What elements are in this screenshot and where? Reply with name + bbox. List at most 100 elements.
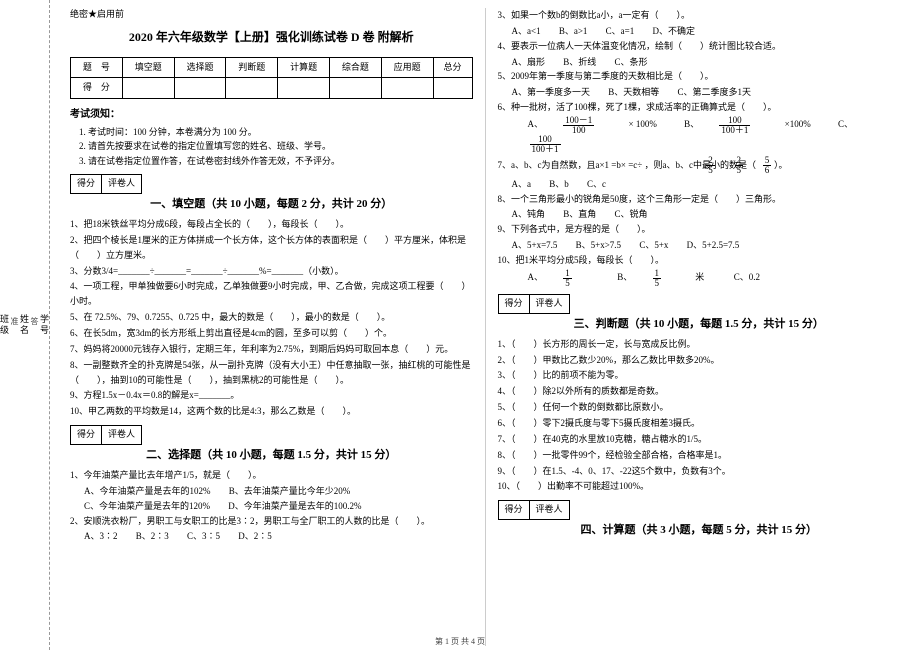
question: 1、把18米铁丝平均分成6段，每段占全长的（ ），每段长（ ）。 — [70, 217, 473, 232]
content-area: 绝密★启用前 2020 年六年级数学【上册】强化训练试卷 D 卷 附解析 题 号… — [50, 0, 920, 650]
opt-b-label: B、 — [684, 119, 699, 129]
td — [329, 78, 381, 99]
fraction: 100100＋1 — [719, 116, 766, 135]
opt: C、a=1 — [606, 26, 635, 36]
bind-mark: 答 — [29, 317, 40, 333]
grader-label: 评卷人 — [529, 500, 570, 520]
question: 10、甲乙两数的平均数是14，这两个数的比是4:3，那么乙数是（ ）。 — [70, 404, 473, 419]
grader-label: 评卷人 — [529, 294, 570, 314]
section-4-heading: 四、计算题（共 3 小题，每题 5 分，共计 15 分） — [498, 522, 901, 539]
opt: C、锐角 — [615, 209, 648, 219]
notice-list: 考试时间：100 分钟，本卷满分为 100 分。 请首先按要求在试卷的指定位置填… — [88, 125, 473, 168]
question: 2、安顺洗衣粉厂，男职工与女职工的比是3∶2，男职工与全厂职工的人数的比是（ ）… — [70, 514, 473, 529]
td — [278, 78, 330, 99]
opt: C、条形 — [615, 57, 648, 67]
td: 得 分 — [71, 78, 123, 99]
bind-label-name: 姓名 — [20, 314, 29, 336]
section-3-heading: 三、判断题（共 10 小题，每题 1.5 分，共计 15 分） — [498, 316, 901, 333]
opt-a-label: A、 — [528, 119, 544, 129]
notice-item: 考试时间：100 分钟，本卷满分为 100 分。 — [88, 125, 473, 139]
opt: B、b — [549, 179, 569, 189]
question: 6、种一批树，活了100棵，死了1棵，求成活率的正确算式是（ ）。 — [498, 100, 901, 115]
question: 8、一个三角形最小的锐角是50度，这个三角形一定是（ ）三角形。 — [498, 192, 901, 207]
opt-b-label: B、 — [617, 272, 632, 282]
options: A、a<1 B、a>1 C、a=1 D、不确定 — [498, 24, 901, 39]
question: 7、（ ）在40克的水里放10克糖，糖占糖水的1/5。 — [498, 432, 901, 447]
question: 3、如果一个数b的倒数比a小，a一定有（ ）。 — [498, 8, 901, 23]
times-100: × 100% — [629, 119, 657, 129]
table-row: 题 号 填空题 选择题 判断题 计算题 综合题 应用题 总分 — [71, 57, 473, 78]
question: 4、要表示一位病人一天体温变化情况，绘制（ ）统计图比较合适。 — [498, 39, 901, 54]
grader-label: 评卷人 — [101, 425, 142, 445]
bind-mark: 准 — [9, 317, 20, 333]
score-mini-box: 得分 评卷人 — [70, 425, 473, 445]
unit-meter: 米 — [695, 272, 704, 282]
opt: A、钝角 — [512, 209, 546, 219]
score-mini-box: 得分 评卷人 — [498, 294, 901, 314]
table-row: 得 分 — [71, 78, 473, 99]
opt-c-label: C、 — [838, 119, 853, 129]
opt-a-label: A、 — [528, 272, 544, 282]
question: 2、（ ）甲数比乙数少20%，那么乙数比甲数多20%。 — [498, 353, 901, 368]
opt: C、5+x — [639, 240, 668, 250]
opt: B、5+x>7.5 — [576, 240, 621, 250]
question: 5、2009年第一季度与第二季度的天数相比是（ ）。 — [498, 69, 901, 84]
section-1-heading: 一、填空题（共 10 小题，每题 2 分，共计 20 分） — [70, 196, 473, 213]
options: A、3∶2 B、2∶3 C、3∶5 D、2∶5 — [70, 529, 473, 544]
times-100: ×100% — [785, 119, 811, 129]
opt: A、a<1 — [512, 26, 541, 36]
page-footer: 第 1 页 共 4 页 — [0, 636, 920, 647]
score-table: 题 号 填空题 选择题 判断题 计算题 综合题 应用题 总分 得 分 — [70, 57, 473, 100]
opt: A、第一季度多一天 — [512, 87, 591, 97]
fraction: 100100＋1 — [530, 135, 577, 154]
score-label: 得分 — [498, 294, 529, 314]
td — [433, 78, 472, 99]
options-formula: A、 100－1100 × 100% B、 100100＋1 ×100% C、 … — [498, 116, 901, 154]
opt: A、a — [512, 179, 532, 189]
th: 综合题 — [329, 57, 381, 78]
question: 4、（ ）除2以外所有的质数都是奇数。 — [498, 384, 901, 399]
score-mini-box: 得分 评卷人 — [70, 174, 473, 194]
question: 8、（ ）一批零件99个，经检验全部合格，合格率是1。 — [498, 448, 901, 463]
fraction: 56 — [763, 156, 772, 175]
opt: C、第二季度多1天 — [678, 87, 752, 97]
score-label: 得分 — [70, 174, 101, 194]
th: 填空题 — [122, 57, 174, 78]
opt: B、折线 — [563, 57, 596, 67]
question: 10、（ ）出勤率不可能超过100%。 — [498, 479, 901, 494]
td — [226, 78, 278, 99]
section-2-heading: 二、选择题（共 10 小题，每题 1.5 分，共计 15 分） — [70, 447, 473, 464]
bind-label-id: 学号 — [40, 314, 49, 336]
options: A、第一季度多一天 B、天数相等 C、第二季度多1天 — [498, 85, 901, 100]
notice-item: 请首先按要求在试卷的指定位置填写您的姓名、班级、学号。 — [88, 139, 473, 153]
question: 1、今年油菜产量比去年增产1/5，就是（ ）。 — [70, 468, 473, 483]
th: 应用题 — [381, 57, 433, 78]
fraction: 100－1100 — [563, 116, 610, 135]
td — [122, 78, 174, 99]
grader-label: 评卷人 — [101, 174, 142, 194]
choice-questions-right: 3、如果一个数b的倒数比a小，a一定有（ ）。 A、a<1 B、a>1 C、a=… — [498, 8, 901, 288]
exam-page: 学号 答 姓名 准 班级 不 内 学校 线 封 乡镇(街道) 密 绝密★启用前 … — [0, 0, 920, 650]
question: 5、在 72.5%、79、0.7255、0.725 中，最大的数是（ ），最小的… — [70, 310, 473, 325]
question: 9、下列各式中，是方程的是（ ）。 — [498, 222, 901, 237]
opt: D、5+2.5=7.5 — [687, 240, 740, 250]
td — [381, 78, 433, 99]
opt: B、天数相等 — [608, 87, 659, 97]
th: 判断题 — [226, 57, 278, 78]
question: 3、（ ）比的前项不能为零。 — [498, 368, 901, 383]
confidential-mark: 绝密★启用前 — [70, 8, 473, 22]
opt: A、3∶2 — [84, 531, 118, 541]
opt: C、3∶5 — [187, 531, 220, 541]
opt: A、5+x=7.5 — [512, 240, 558, 250]
left-column: 绝密★启用前 2020 年六年级数学【上册】强化训练试卷 D 卷 附解析 题 号… — [58, 8, 486, 646]
opt: D、不确定 — [652, 26, 695, 36]
fraction: 25 — [706, 156, 715, 175]
th: 题 号 — [71, 57, 123, 78]
options: A、今年油菜产量是去年的102% B、去年油菜产量比今年少20% — [70, 484, 473, 499]
options: A、钝角 B、直角 C、锐角 — [498, 207, 901, 222]
opt: B、直角 — [563, 209, 596, 219]
options: A、 15 B、 15 米 C、0.2 — [498, 269, 901, 288]
opt: A、扇形 — [512, 57, 546, 67]
notice-item: 请在试卷指定位置作答，在试卷密封线外作答无效，不予评分。 — [88, 154, 473, 168]
question: 8、一副整数齐全的扑克牌是54张，从一副扑克牌（没有大小王）中任意抽取一张，抽红… — [70, 358, 473, 388]
